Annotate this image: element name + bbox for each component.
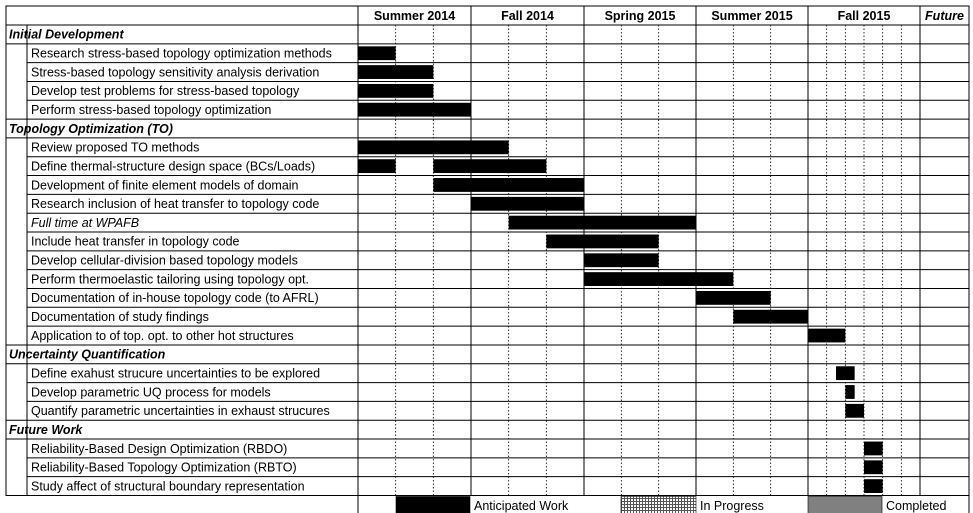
grid-layer [5, 5, 970, 496]
legend-label-in-progress: In Progress [700, 499, 764, 513]
task-bar-review-proposed-to-methods [358, 140, 509, 155]
legend-label-anticipated-work: Anticipated Work [474, 499, 569, 513]
task-label: Quantify parametric uncertainties in exh… [31, 404, 330, 418]
task-bar-quantify-parametric-uncertainties-in-exh [845, 403, 864, 418]
task-label: Develop test problems for stress-based t… [31, 84, 300, 98]
bars-layer [358, 46, 883, 493]
task-label: Stress-based topology sensitivity analys… [31, 65, 319, 79]
task-label: Develop parametric UQ process for models [31, 385, 271, 399]
task-bar-documentation-of-in-house-topology-code- [696, 290, 771, 305]
task-bar-develop-test-problems-for-stress-based-t [358, 83, 434, 98]
period-header-summer-2015: Summer 2015 [711, 9, 792, 23]
task-label: Develop cellular-division based topology… [31, 254, 298, 268]
section-title-topology-optimization-to: Topology Optimization (TO) [9, 122, 173, 136]
task-bar-research-stress-based-topology-optimizat [358, 46, 396, 61]
task-bar-define-thermal-structure-design-space-bc [358, 159, 396, 174]
period-header-future: Future [925, 9, 964, 23]
task-label: Review proposed TO methods [31, 141, 199, 155]
task-bar-include-heat-transfer-in-topology-code [546, 234, 659, 249]
legend-swatch-in-progress [620, 496, 697, 513]
task-bar-perform-thermoelastic-tailoring-using-to [584, 272, 734, 286]
task-bar-development-of-finite-element-models-of- [433, 178, 584, 192]
legend-frame [357, 495, 970, 513]
labels-layer: Summer 2014 Fall 2014 Spring 2015 Summer 20… [9, 9, 964, 493]
task-bar-develop-cellular-division-based-topology [584, 253, 659, 268]
period-header-summer-2014: Summer 2014 [374, 9, 455, 23]
task-bar-application-to-of-top-opt-to-other-hot-s [808, 328, 846, 343]
task-label: Reliability-Based Design Optimization (R… [31, 442, 287, 456]
task-label: Perform stress-based topology optimizati… [31, 103, 271, 117]
section-title-uncertainty-quantification: Uncertainty Quantification [9, 348, 166, 362]
task-bar-stress-based-topology-sensitivity-analys [358, 65, 434, 79]
task-bar-research-inclusion-of-heat-transfer-to-t [471, 196, 584, 211]
task-label: Research inclusion of heat transfer to t… [31, 197, 319, 211]
period-header-fall-2014: Fall 2014 [501, 9, 554, 23]
legend: Anticipated Work In Progress Completed [357, 495, 970, 513]
period-header-fall-2015: Fall 2015 [838, 9, 891, 23]
task-bar-reliability-based-design-optimization-rb [864, 441, 883, 456]
task-label: Full time at WPAFB [31, 216, 139, 230]
legend-swatch-completed [807, 496, 883, 513]
period-header-spring-2015: Spring 2015 [605, 9, 676, 23]
task-label: Include heat transfer in topology code [31, 235, 240, 249]
legend-swatch-anticipated-work [395, 496, 471, 513]
task-label: Documentation of in-house topology code … [31, 291, 319, 305]
task-bar-perform-stress-based-topology-optimizati [358, 102, 471, 117]
legend-label-completed: Completed [886, 499, 946, 513]
task-label: Documentation of study findings [31, 310, 209, 324]
task-bar-full-time-at-wpafb [508, 215, 696, 230]
section-title-initial-development: Initial Development [9, 28, 124, 42]
task-bar-documentation-of-study-findings [733, 309, 808, 324]
task-label: Application to of top. opt. to other hot… [31, 329, 294, 343]
task-label: Study affect of structural boundary repr… [31, 479, 305, 493]
section-title-future-work: Future Work [9, 423, 83, 437]
task-label: Define exahust strucure uncertainties to… [31, 366, 320, 380]
task-bar-develop-parametric-uq-process-for-models [845, 385, 855, 399]
task-bar-reliability-based-topology-optimization- [864, 460, 883, 475]
task-bar-study-affect-of-structural-boundary-repr [864, 479, 883, 493]
task-bar-define-thermal-structure-design-space-bc [433, 159, 547, 174]
task-label: Development of finite element models of … [31, 178, 299, 192]
task-label: Reliability-Based Topology Optimization … [31, 461, 297, 475]
task-label: Define thermal-structure design space (B… [31, 159, 315, 173]
task-bar-define-exahust-strucure-uncertainties-to [836, 366, 855, 381]
task-label: Perform thermoelastic tailoring using to… [31, 272, 309, 286]
task-label: Research stress-based topology optimizat… [31, 47, 332, 61]
